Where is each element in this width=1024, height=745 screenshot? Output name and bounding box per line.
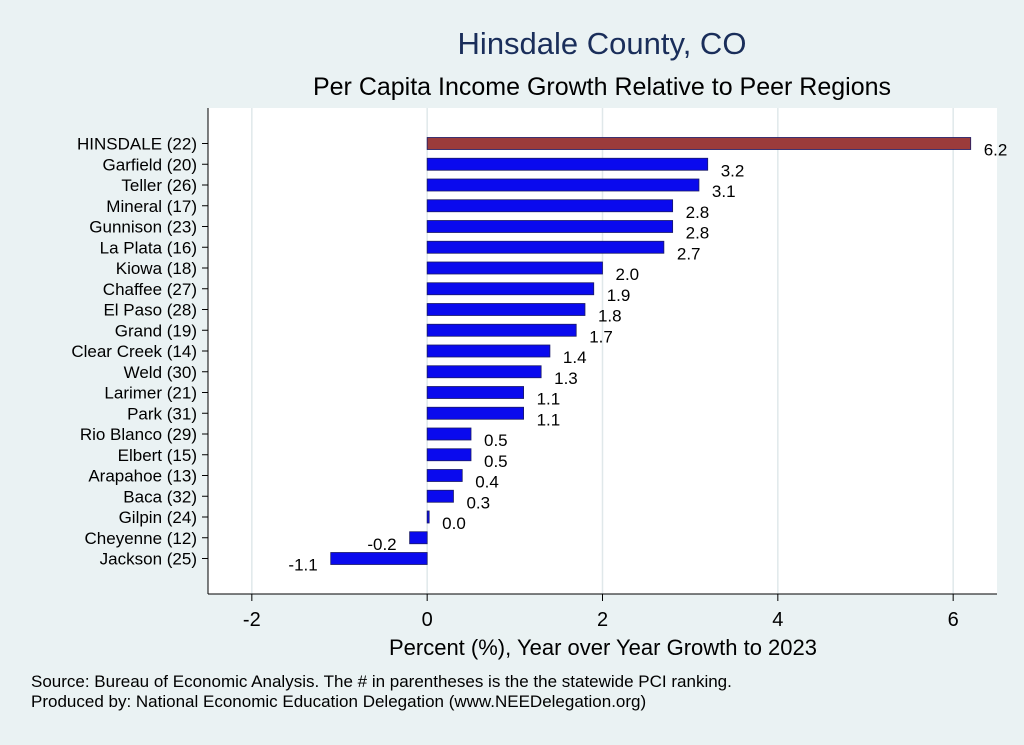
source-note: Source: Bureau of Economic Analysis. The…	[31, 672, 732, 691]
value-label: 0.5	[484, 431, 508, 450]
bar	[426, 448, 472, 462]
category-label: Weld (30)	[124, 363, 197, 382]
value-label: 1.4	[563, 348, 587, 367]
category-label: Jackson (25)	[100, 550, 197, 569]
value-label: 2.8	[686, 224, 710, 243]
value-label: 1.1	[537, 410, 561, 429]
chart-title: Hinsdale County, CO	[457, 26, 747, 61]
bar	[426, 510, 430, 524]
value-label: 6.2	[984, 141, 1008, 160]
bar	[426, 323, 577, 337]
category-label: Grand (19)	[115, 321, 197, 340]
category-label: Park (31)	[127, 404, 197, 423]
category-label: Rio Blanco (29)	[80, 425, 197, 444]
value-label: 3.2	[721, 161, 745, 180]
bar	[426, 489, 454, 503]
category-label: Gilpin (24)	[119, 508, 197, 527]
bar	[426, 469, 463, 482]
value-label: 2.7	[677, 244, 701, 263]
value-label: 1.7	[589, 327, 613, 346]
x-tick-label: -2	[243, 609, 261, 631]
value-label: -0.2	[367, 535, 396, 554]
category-label: Kiowa (18)	[116, 259, 197, 278]
value-label: 0.4	[475, 473, 499, 492]
x-axis-label: Percent (%), Year over Year Growth to 20…	[388, 635, 818, 660]
category-label: El Paso (28)	[103, 301, 197, 320]
category-label: Gunnison (23)	[89, 218, 197, 237]
category-label: Teller (26)	[121, 176, 197, 195]
value-label: 1.1	[537, 390, 561, 409]
category-label: Mineral (17)	[106, 197, 197, 216]
value-label: 1.3	[554, 369, 578, 388]
bar	[426, 261, 603, 275]
bar	[426, 406, 524, 420]
value-label: 3.1	[712, 182, 736, 201]
category-label: Arapahoe (13)	[88, 467, 197, 486]
bar	[330, 552, 428, 565]
category-label: Chaffee (27)	[103, 280, 197, 299]
value-label: 0.3	[466, 493, 490, 512]
value-label: 0.0	[442, 514, 466, 533]
x-tick-label: 0	[422, 609, 433, 631]
producer-note: Produced by: National Economic Education…	[31, 692, 647, 711]
x-tick-label: 4	[772, 609, 783, 631]
bar	[426, 178, 700, 192]
bar	[426, 427, 472, 441]
category-label: Baca (32)	[123, 487, 197, 506]
x-tick-label: 6	[948, 609, 959, 631]
bar	[426, 344, 551, 358]
bar	[426, 240, 665, 254]
bar	[426, 303, 586, 316]
value-label: 2.0	[616, 265, 640, 284]
bar	[409, 531, 428, 545]
x-tick-label: 2	[597, 609, 608, 631]
value-label: 1.8	[598, 307, 622, 326]
category-label: Larimer (21)	[104, 384, 197, 403]
bar	[426, 137, 972, 150]
value-label: 1.9	[607, 286, 631, 305]
category-label: Cheyenne (12)	[85, 529, 197, 548]
category-label: Garfield (20)	[103, 155, 197, 174]
bar	[426, 220, 674, 233]
bar	[426, 386, 524, 399]
value-label: -1.1	[288, 556, 317, 575]
category-label: Elbert (15)	[118, 446, 197, 465]
category-label: Clear Creek (14)	[71, 342, 197, 361]
category-label: HINSDALE (22)	[77, 135, 197, 154]
value-label: 0.5	[484, 452, 508, 471]
bar	[426, 157, 709, 171]
bar	[426, 365, 542, 379]
bar	[426, 282, 595, 296]
category-label: La Plata (16)	[100, 238, 197, 257]
bar	[426, 199, 674, 213]
chart-subtitle: Per Capita Income Growth Relative to Pee…	[312, 73, 892, 101]
value-label: 2.8	[686, 203, 710, 222]
